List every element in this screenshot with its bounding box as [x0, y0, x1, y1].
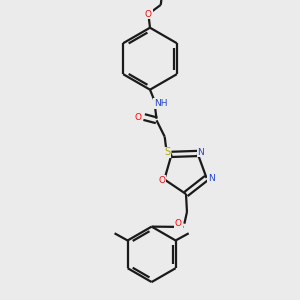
Text: N: N	[197, 148, 204, 157]
Text: O: O	[145, 10, 152, 19]
Text: NH: NH	[154, 99, 167, 108]
Text: O: O	[158, 176, 165, 184]
Text: S: S	[164, 147, 170, 157]
Text: N: N	[208, 174, 214, 183]
Text: O: O	[135, 112, 142, 122]
Text: O: O	[175, 219, 182, 228]
